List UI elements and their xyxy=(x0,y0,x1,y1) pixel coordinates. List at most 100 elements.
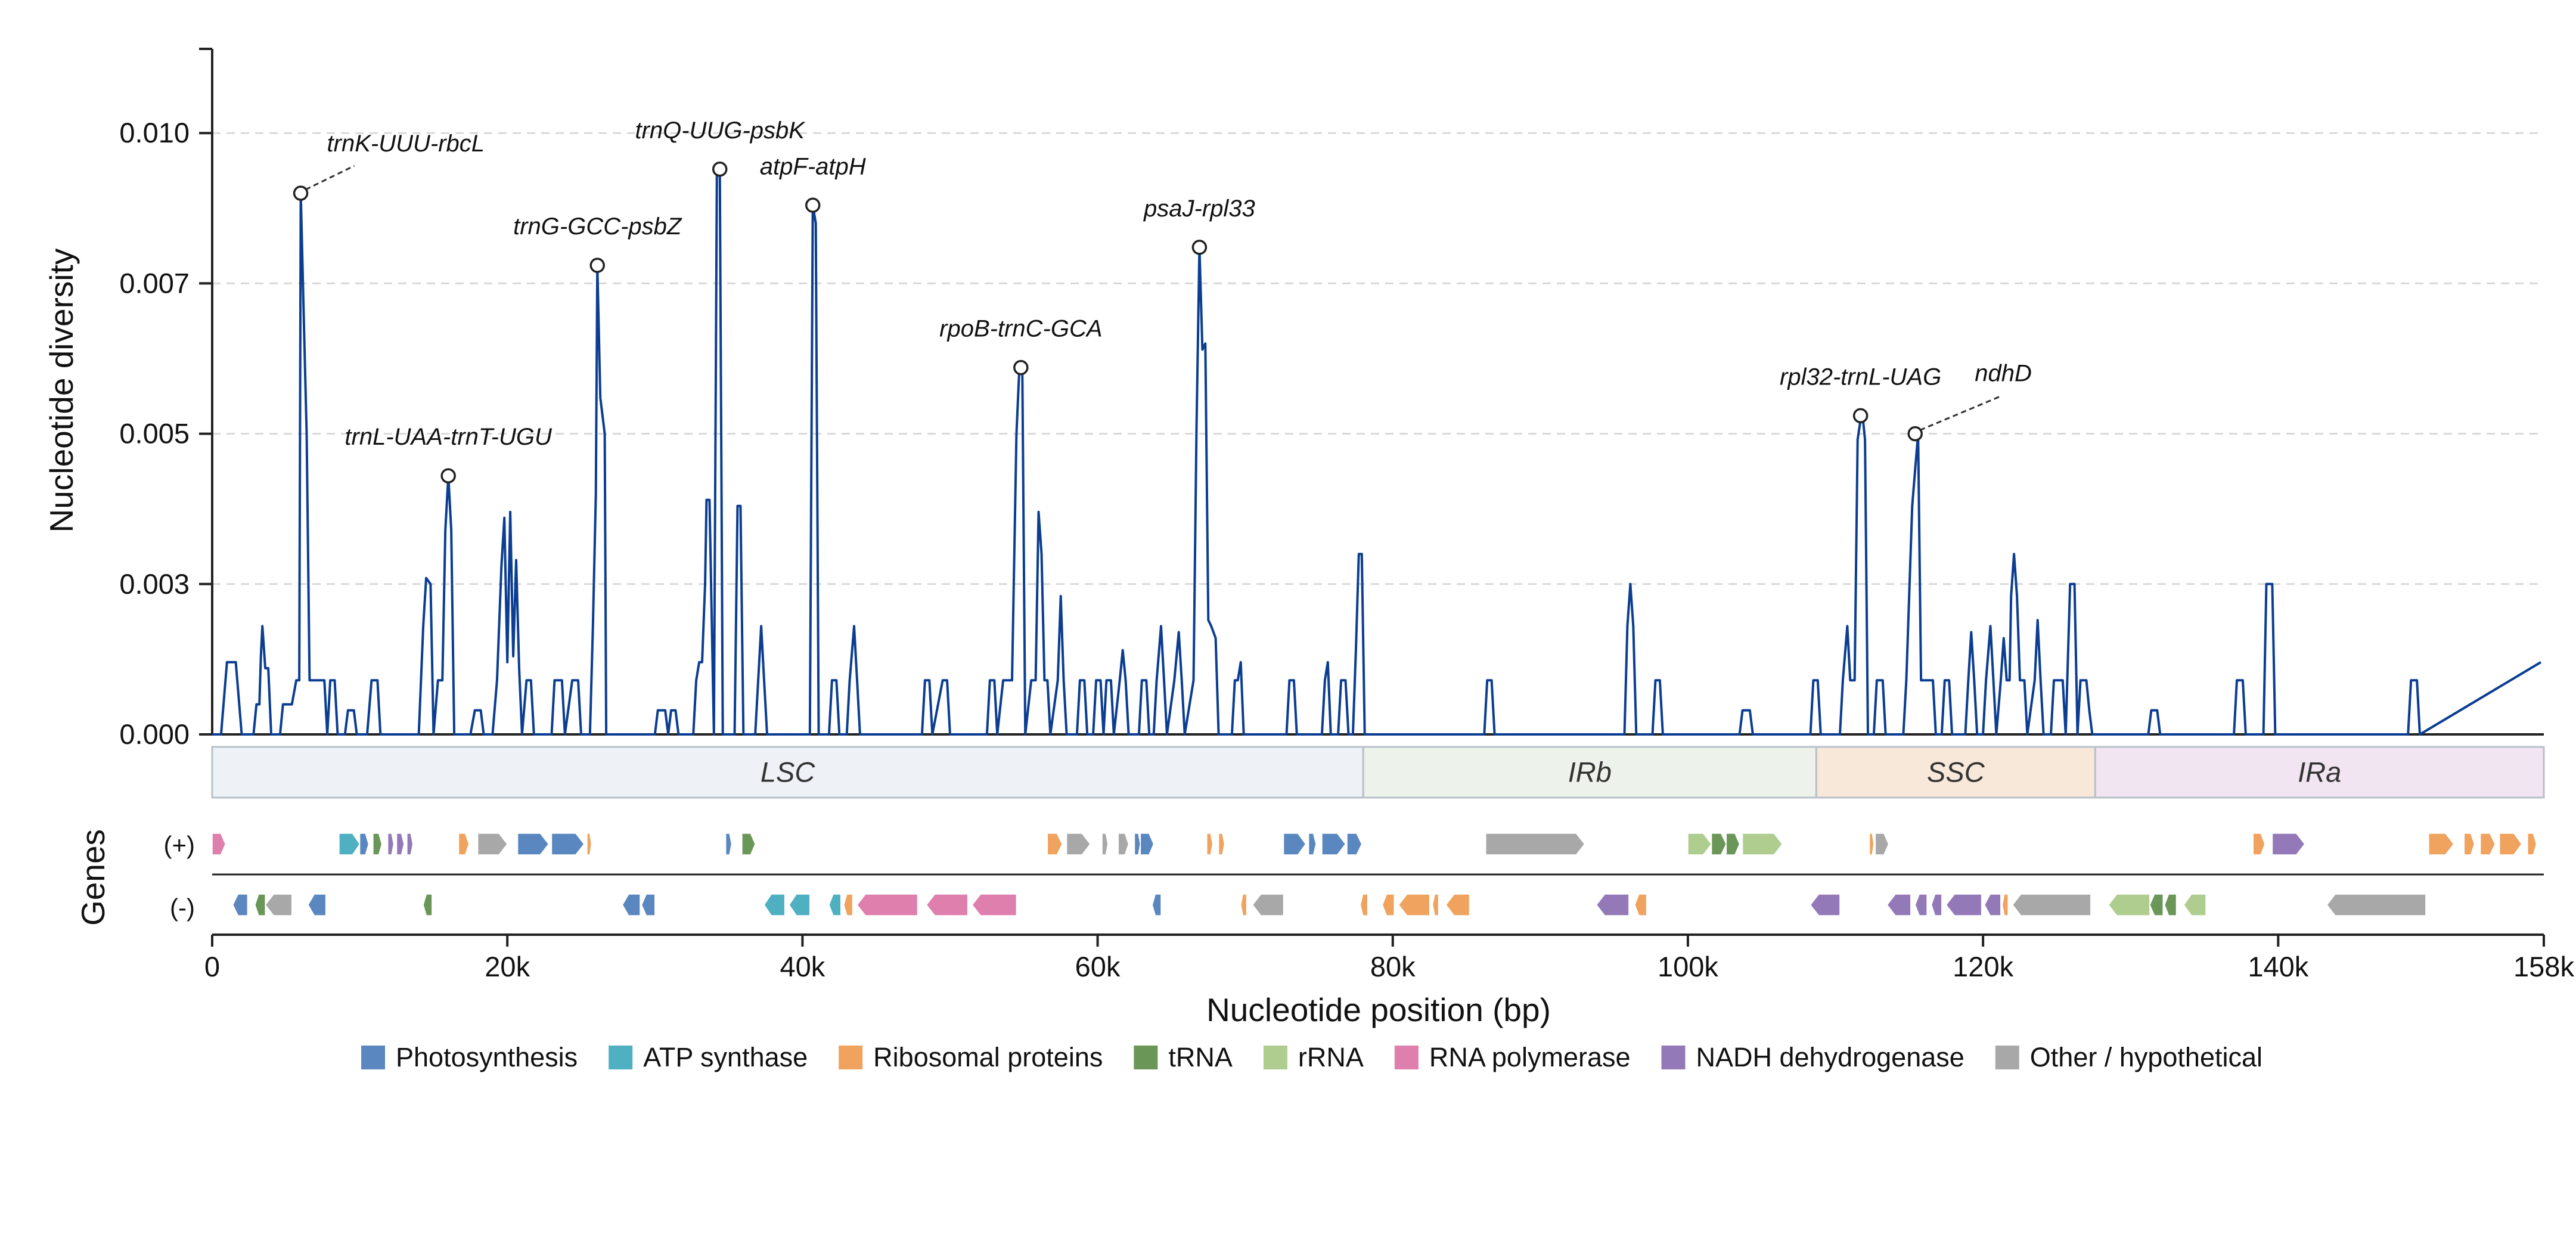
y-axis-title: Nucleotide diversity xyxy=(43,248,80,532)
region-label: SSC xyxy=(1927,756,1985,788)
gene-arrow xyxy=(1382,894,1395,916)
gene-arrow xyxy=(387,833,395,855)
gene-arrow xyxy=(926,894,969,916)
peak-leader-line xyxy=(1919,395,2003,431)
y-tick-label: 0.005 xyxy=(119,418,190,449)
gene-arrow xyxy=(1140,833,1154,855)
gene-arrow xyxy=(2001,894,2009,916)
legend-label: rRNA xyxy=(1298,1042,1364,1072)
legend-label: ATP synthase xyxy=(643,1042,808,1072)
gene-arrow xyxy=(2271,833,2305,855)
legend-label: RNA polymerase xyxy=(1429,1042,1631,1072)
y-tick-label: 0.003 xyxy=(119,568,190,600)
gene-arrow xyxy=(622,894,641,916)
peak-marker xyxy=(712,162,728,177)
gene-arrow xyxy=(339,833,361,855)
gene-arrow xyxy=(308,894,327,916)
gene-arrow xyxy=(1687,833,1712,855)
gene-arrow xyxy=(1101,833,1109,855)
legend-swatch xyxy=(839,1046,863,1069)
peak-label: trnG-GCC-psbZ xyxy=(513,213,682,240)
gene-arrow xyxy=(551,833,585,855)
gene-arrow xyxy=(1321,833,1346,855)
x-tick-label: 40k xyxy=(780,951,825,982)
gene-arrow xyxy=(741,833,756,855)
diversity-line xyxy=(212,168,2542,736)
legend-item: Ribosomal proteins xyxy=(839,1042,1103,1072)
gene-arrow xyxy=(212,833,226,855)
y-tick-label: 0.000 xyxy=(119,718,190,750)
diversity-series-line xyxy=(212,168,2542,736)
gene-arrow xyxy=(1742,833,1783,855)
peak-leader-line xyxy=(305,165,355,191)
gene-arrow xyxy=(373,833,383,855)
genome-regions: LSC IRb SSC IRa xyxy=(211,746,2545,799)
gene-arrow xyxy=(1346,833,1363,855)
legend-label: NADH dehydrogenase xyxy=(1696,1042,1964,1072)
gene-arrow xyxy=(1886,894,1911,916)
x-axis: 0 20k 40k 60k 80k 100k 120k 140k 158k xyxy=(204,933,2574,982)
legend-swatch xyxy=(361,1046,385,1069)
legend-swatch xyxy=(1661,1046,1686,1069)
legend-item: tRNA xyxy=(1134,1042,1233,1072)
gene-arrow xyxy=(477,833,508,855)
region-label: IRb xyxy=(1568,756,1612,788)
legend: Photosynthesis ATP synthase Ribosomal prot… xyxy=(361,1042,2262,1072)
gene-arrow xyxy=(1240,894,1247,916)
gene-arrow xyxy=(1118,833,1129,855)
gene-arrow xyxy=(2527,833,2537,855)
gene-arrow xyxy=(458,833,470,855)
x-tick-label: 20k xyxy=(485,951,530,982)
gene-arrow xyxy=(2428,833,2454,855)
gene-arrow xyxy=(1218,833,1225,855)
legend-label: Photosynthesis xyxy=(396,1042,578,1072)
gene-arrow xyxy=(1810,894,1841,916)
gene-arrow xyxy=(406,833,414,855)
genes-title: Genes xyxy=(75,829,111,926)
gene-arrow xyxy=(2012,894,2091,916)
gene-arrow xyxy=(1485,833,1585,855)
gene-arrow xyxy=(2499,833,2522,855)
x-tick-label: 100k xyxy=(1658,951,1718,982)
peak-label: ndhD xyxy=(1975,361,2032,387)
gene-arrow xyxy=(1134,833,1141,855)
gene-arrow xyxy=(255,894,266,916)
peak-marker xyxy=(1907,426,1923,442)
legend-item: Photosynthesis xyxy=(361,1042,578,1072)
legend-item: Other / hypothetical xyxy=(1995,1042,2262,1072)
gene-arrow xyxy=(1308,833,1317,855)
gene-arrow xyxy=(1047,833,1063,855)
y-tick-label: 0.010 xyxy=(119,117,190,148)
gene-arrow xyxy=(1445,894,1470,916)
gene-arrow xyxy=(1206,833,1213,855)
gene-arrow xyxy=(972,894,1017,916)
peak-label: trnQ-UUG-psbK xyxy=(635,117,806,144)
region-label: LSC xyxy=(761,756,815,788)
gridlines xyxy=(212,132,2544,585)
gene-arrow xyxy=(586,833,592,855)
x-tick-label: 158k xyxy=(2513,951,2574,982)
gene-arrow xyxy=(423,894,433,916)
gene-arrow xyxy=(2149,894,2164,916)
legend-label: Other / hypothetical xyxy=(2030,1042,2262,1072)
gene-arrow xyxy=(764,894,786,916)
gene-arrow xyxy=(232,894,249,916)
legend-item: ATP synthase xyxy=(609,1042,808,1072)
gene-arrow xyxy=(265,894,293,916)
gene-arrow xyxy=(2326,894,2426,916)
x-tick-label: 0 xyxy=(204,951,220,982)
gene-arrow xyxy=(789,894,811,916)
gene-arrow xyxy=(1066,833,1091,855)
legend-item: rRNA xyxy=(1263,1042,1364,1072)
gene-arrow xyxy=(1711,833,1727,855)
peak-marker xyxy=(805,197,821,213)
peak-label: atpF-atpH xyxy=(760,153,866,179)
peak-label: psaJ-rpl33 xyxy=(1143,196,1255,222)
gene-arrow xyxy=(2479,833,2496,855)
gene-arrow xyxy=(1252,894,1284,916)
x-tick-label: 140k xyxy=(2248,951,2308,982)
gene-arrow xyxy=(1931,894,1942,916)
gene-arrow xyxy=(2183,894,2206,916)
gene-track-minus-label: (-) xyxy=(170,894,195,922)
